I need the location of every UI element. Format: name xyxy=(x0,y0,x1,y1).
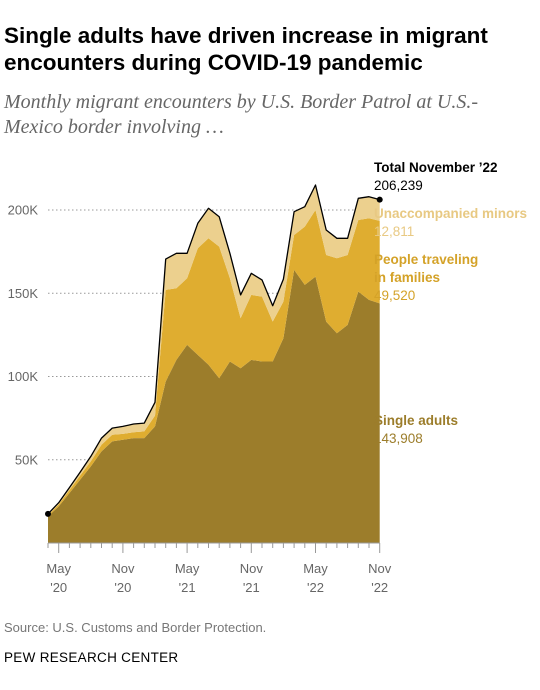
x-tick-label-year: '20 xyxy=(114,580,131,595)
axes: May '20 Nov '20 May '21 Nov '21 May '22 Nov '22 xyxy=(46,542,392,595)
y-tick-label: 200K xyxy=(8,203,39,218)
x-tick-label-month: May xyxy=(46,561,71,576)
x-tick-label-year: '20 xyxy=(50,580,67,595)
annotation-adults-value: 143,908 xyxy=(374,431,423,446)
x-tick-label-year: '21 xyxy=(179,580,196,595)
annotation-families-label-1: People traveling xyxy=(374,252,478,267)
area-single-adults xyxy=(48,269,380,543)
annotation-total-value: 206,239 xyxy=(374,178,423,193)
x-tick-label-month: May xyxy=(303,561,328,576)
y-tick-label: 100K xyxy=(8,369,39,384)
x-tick-label-month: Nov xyxy=(368,561,392,576)
x-tick-label-year: '22 xyxy=(307,580,324,595)
annotations: Total November ’22 206,239 Unaccompanied… xyxy=(374,160,527,446)
total-line xyxy=(47,184,380,515)
chart-subtitle: Monthly migrant encounters by U.S. Borde… xyxy=(4,91,479,138)
end-point-marker xyxy=(376,196,383,203)
chart-title: Single adults have driven increase in mi… xyxy=(4,23,488,75)
area-unaccompanied-minors xyxy=(48,185,380,516)
y-tick-label: 50K xyxy=(15,452,38,467)
annotation-minors-value: 12,811 xyxy=(374,224,414,239)
annotation-families-label-2: in families xyxy=(374,270,440,285)
x-tick-label-year: '22 xyxy=(371,580,388,595)
x-tick-label-year: '21 xyxy=(243,580,260,595)
x-tick-label-month: May xyxy=(175,561,200,576)
start-point-marker xyxy=(45,510,51,517)
y-tick-label: 150K xyxy=(8,286,39,301)
annotation-adults-label: Single adults xyxy=(374,413,458,428)
x-tick-label-month: Nov xyxy=(111,561,135,576)
x-tick-label-month: Nov xyxy=(240,561,264,576)
annotation-families-value: 49,520 xyxy=(374,288,415,303)
source-note: Source: U.S. Customs and Border Protecti… xyxy=(4,620,267,635)
brand-logo-text: PEW RESEARCH CENTER xyxy=(4,650,179,665)
area-series xyxy=(45,184,383,543)
area-families xyxy=(48,210,380,517)
annotation-total-label: Total November ’22 xyxy=(374,160,498,175)
annotation-minors-label: Unaccompanied minors xyxy=(374,206,527,221)
